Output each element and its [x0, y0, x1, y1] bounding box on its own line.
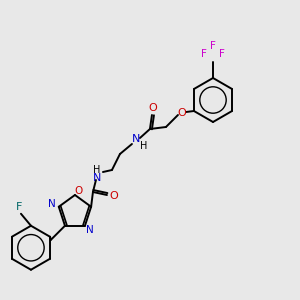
Text: O: O: [148, 103, 157, 113]
Text: N: N: [48, 199, 56, 209]
Text: F: F: [201, 49, 207, 59]
Text: N: N: [93, 173, 101, 183]
Text: O: O: [75, 186, 83, 196]
Text: H: H: [93, 165, 100, 175]
Text: F: F: [219, 49, 225, 59]
Text: O: O: [178, 108, 186, 118]
Text: O: O: [110, 191, 118, 201]
Text: F: F: [16, 202, 22, 212]
Text: N: N: [86, 225, 94, 235]
Text: F: F: [210, 41, 216, 51]
Text: H: H: [140, 141, 148, 151]
Text: N: N: [132, 134, 140, 144]
